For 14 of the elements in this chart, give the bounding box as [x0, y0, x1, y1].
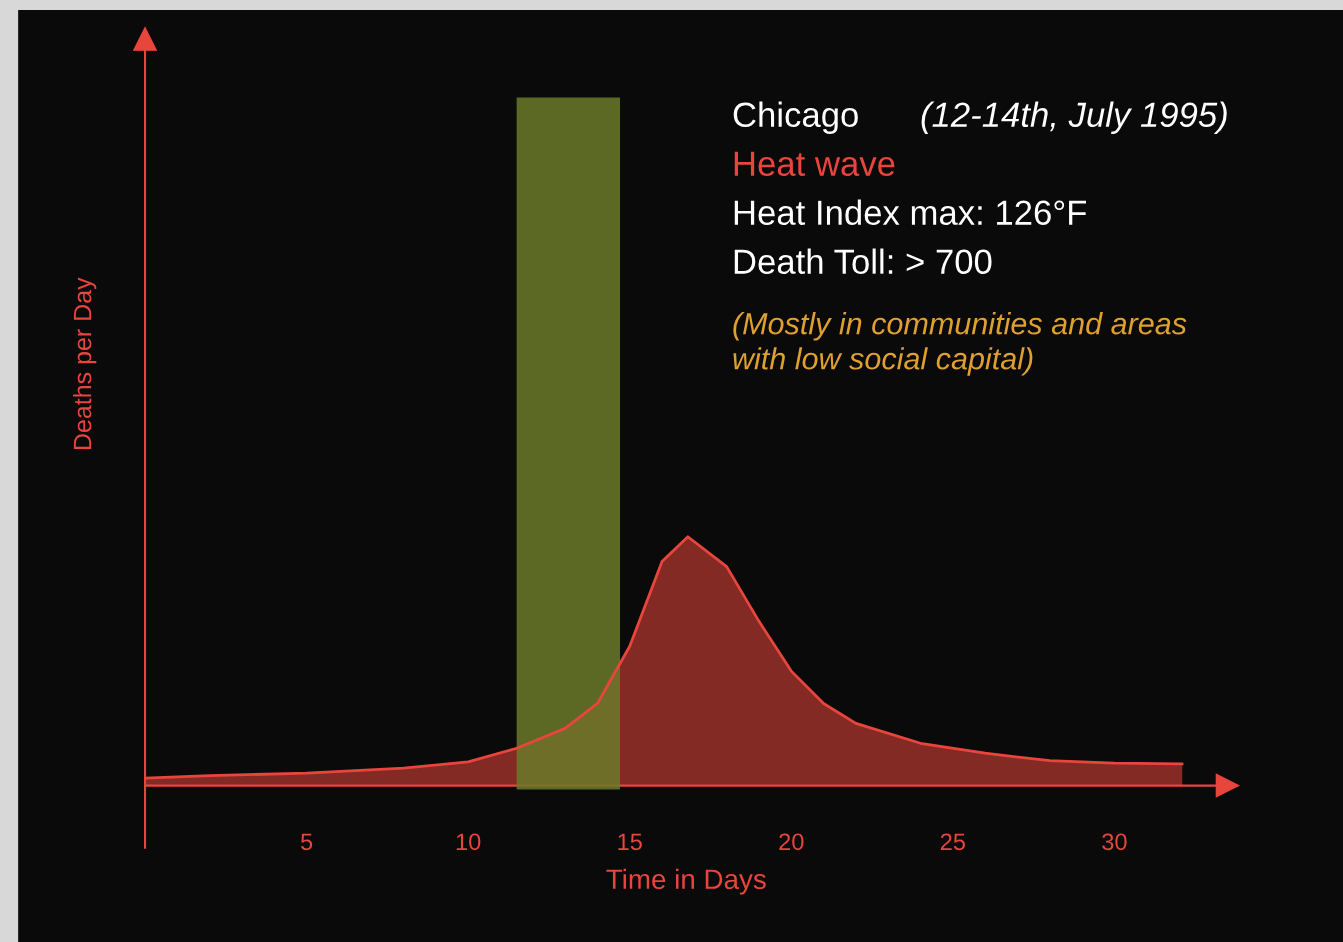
text: Chicago: [733, 101, 858, 134]
text: (12-14th, July 1995): [921, 101, 1227, 134]
text: Heat wave: [734, 151, 895, 177]
x-axis-title: Time in Days: [606, 868, 766, 895]
y-axis-title: Deaths per Day: [73, 277, 97, 450]
text: (Mostly in communities and areas with low social capital): [733, 312, 1187, 376]
x-tick-label: 15: [618, 833, 642, 851]
x-tick-label: 30: [1102, 833, 1127, 851]
text: Heat Index max: 126°F: [734, 199, 1087, 226]
x-tick-label: 25: [940, 833, 965, 851]
x-tick-label: 20: [779, 833, 804, 851]
text: Death Toll: > 700: [734, 248, 992, 275]
x-tick-label: 5: [300, 833, 313, 851]
x-tick-label: 10: [456, 833, 481, 851]
